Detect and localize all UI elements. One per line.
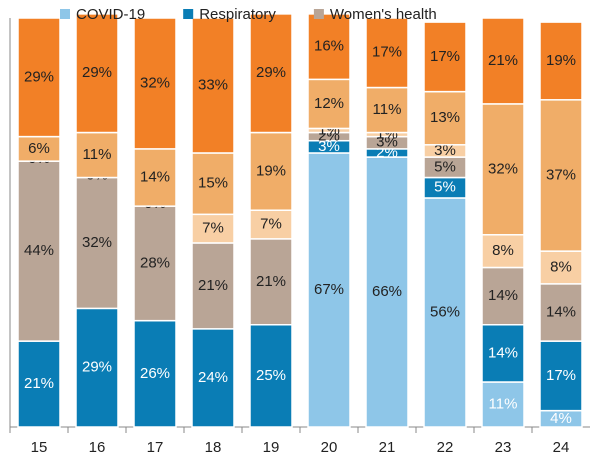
data-label: 17% [430, 48, 460, 65]
bar-segment [249, 13, 293, 134]
data-label: 28% [140, 254, 170, 271]
data-label: 21% [198, 277, 228, 294]
bar-segment [191, 17, 235, 154]
data-label: 56% [430, 303, 460, 320]
bar-segment [307, 13, 351, 81]
data-label: 3% [318, 138, 340, 155]
data-label: 29% [82, 64, 112, 81]
bar-segment [481, 234, 525, 269]
legend-label: Women's health [330, 6, 437, 23]
data-label: 7% [202, 220, 224, 237]
data-label: 14% [140, 168, 170, 185]
legend-label: COVID-19 [76, 6, 145, 23]
data-label: 29% [82, 359, 112, 376]
data-label: 33% [198, 76, 228, 93]
bar-segment [133, 148, 177, 207]
data-label: 13% [430, 109, 460, 126]
data-label: 8% [492, 242, 514, 259]
legend-swatch [313, 9, 324, 19]
bar-segment [75, 307, 119, 428]
bar-segment [249, 209, 293, 240]
bar-segment [191, 242, 235, 330]
data-label: 32% [140, 74, 170, 91]
bar-segment [365, 156, 409, 428]
bar-segment [539, 283, 583, 342]
data-label: 19% [256, 162, 286, 179]
data-label: 14% [488, 287, 518, 304]
bar-segment [539, 21, 583, 101]
data-label: 32% [488, 160, 518, 177]
legend-swatch [183, 9, 194, 19]
x-tick-label: 20 [321, 439, 338, 456]
data-label: 14% [546, 303, 576, 320]
data-label: 32% [82, 234, 112, 251]
data-label: 5% [434, 158, 456, 175]
bar-segment [75, 13, 119, 134]
legend-label: Respiratory [199, 6, 276, 23]
data-label: 7% [260, 216, 282, 233]
x-tick-label: 17 [147, 439, 164, 456]
bar-segment [423, 21, 467, 93]
data-label: 11% [373, 101, 402, 118]
data-label: 21% [488, 52, 518, 69]
data-label: 17% [372, 44, 402, 61]
data-label: 29% [24, 68, 54, 85]
data-label: 26% [140, 365, 170, 382]
data-label: 21% [256, 273, 286, 290]
bar-segment [249, 131, 293, 211]
data-label: 21% [24, 375, 54, 392]
data-label: 6% [28, 140, 50, 157]
data-label: 44% [24, 242, 54, 259]
bar-segment [423, 90, 467, 146]
bar-segment [307, 78, 351, 130]
bar-segment [17, 135, 61, 162]
data-label: 3% [376, 134, 398, 151]
data-label: 3% [434, 142, 456, 159]
data-label: 11% [83, 146, 112, 163]
bar-segment [539, 99, 583, 252]
bar-segment [481, 17, 525, 105]
x-tick-label: 23 [495, 439, 512, 456]
data-label: 25% [256, 367, 286, 384]
data-label: 11% [489, 395, 518, 412]
data-label: 19% [546, 52, 576, 69]
data-label: 29% [256, 64, 286, 81]
x-tick-label: 21 [379, 439, 396, 456]
x-tick-label: 15 [31, 439, 48, 456]
bar-segment [75, 176, 119, 310]
data-label: 67% [314, 281, 344, 298]
x-tick-label: 22 [437, 439, 454, 456]
bar-segment [191, 328, 235, 428]
data-label: 8% [550, 258, 572, 275]
bar-segment [307, 152, 351, 428]
bar-segment [17, 17, 61, 138]
data-label: 5% [434, 179, 456, 196]
data-label: 16% [314, 38, 344, 55]
data-label: 37% [546, 166, 576, 183]
data-label: 17% [546, 367, 576, 384]
data-label: 12% [314, 95, 344, 112]
data-label: 24% [198, 369, 228, 386]
x-tick-label: 19 [263, 439, 280, 456]
x-tick-label: 24 [553, 439, 570, 456]
bar-segment [75, 131, 119, 179]
bar-segment [481, 324, 525, 383]
bar-segment [249, 238, 293, 326]
data-label: 66% [372, 283, 402, 300]
x-tick-label: 18 [205, 439, 222, 456]
data-label: 14% [488, 344, 518, 361]
bar-segment [539, 250, 583, 285]
bar-segment [133, 17, 177, 150]
data-label: 15% [198, 175, 228, 192]
bar-segment [365, 17, 409, 89]
legend-swatch [60, 9, 70, 19]
bar-segment [423, 197, 467, 428]
bar-segment [191, 152, 235, 216]
data-label: 4% [550, 410, 572, 427]
x-tick-label: 16 [89, 439, 106, 456]
bar-segment [133, 319, 177, 428]
